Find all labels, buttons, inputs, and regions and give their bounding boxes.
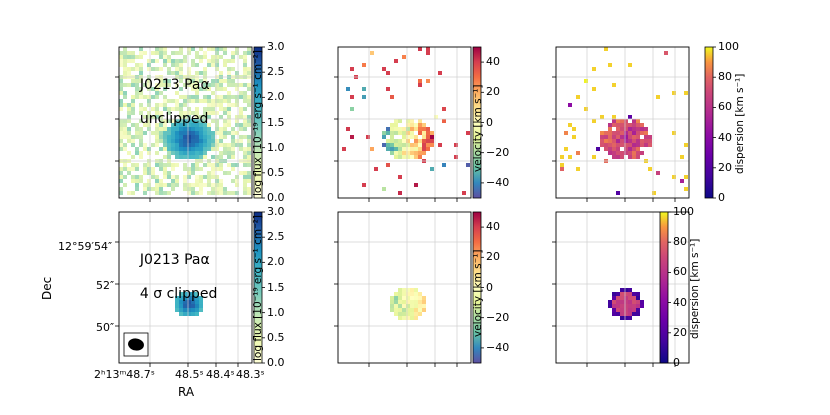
cb-label-flux-row1: log flux [10⁻¹⁹ erg s⁻¹ cm⁻²] [252, 50, 264, 196]
colorbar-tick-label: 60 [673, 265, 687, 279]
colorbar-tick-label: 3.0 [267, 40, 285, 53]
colorbar-velocity-row1 [472, 46, 484, 199]
colorbar-tick-label: 0 [673, 356, 680, 369]
map-panel-disp-row1 [552, 46, 690, 202]
colorbar-gradient [704, 46, 714, 199]
axis-ticks [552, 76, 676, 202]
colorbar-tick-label: 40 [486, 55, 500, 69]
colorbar-tick-label: 0 [718, 191, 725, 204]
colorbar-dispersion-row1 [704, 46, 716, 199]
map-panel-flux-row1 [115, 46, 253, 202]
grid-lines [556, 47, 689, 198]
panel-frame [118, 211, 253, 364]
colorbar-tick-label: 1.5 [267, 115, 285, 129]
colorbar-tick-label: 2.0 [267, 90, 285, 104]
grid-lines [119, 212, 252, 363]
colorbar-tick-label: 1.0 [267, 140, 285, 154]
cb-label-disp-row1: dispersion [km s⁻¹] [734, 73, 746, 174]
colorbar-tick-label: 0.5 [267, 330, 285, 344]
panel-frame [118, 46, 253, 199]
grid-lines [338, 47, 471, 198]
colorbar-tick-label: −20 [486, 145, 510, 159]
map-panel-vel-row2 [334, 211, 472, 367]
pixel-map [342, 47, 470, 195]
grid-lines [119, 47, 252, 198]
colorbar-gradient [659, 211, 669, 364]
axis-ticks [115, 241, 239, 367]
colorbar-tick-label: 1.0 [267, 305, 285, 319]
colorbar-tick-label: 20 [673, 325, 687, 339]
dec-tick-1: 52″ [96, 279, 115, 292]
colorbar-tick-label: 0 [486, 280, 493, 294]
colorbar-tick-label: 40 [718, 130, 732, 144]
colorbar-tick-label: 2.0 [267, 255, 285, 269]
row1-mode-label: unclipped [139, 111, 209, 127]
panel-frame [337, 46, 472, 199]
colorbar-tick-label: 2.5 [267, 230, 285, 244]
panel-frame [555, 46, 690, 199]
colorbar-tick-label: −40 [486, 175, 510, 189]
panel-background [338, 47, 471, 198]
colorbar-tick-label: 0.0 [267, 191, 285, 204]
row2-mode-label: 4 σ clipped [139, 286, 218, 302]
row1-source-label: J0213 Paα [139, 77, 210, 93]
colorbar-tick-label: 100 [673, 205, 694, 218]
beam-indicator [123, 332, 149, 357]
pixel-map [175, 292, 203, 316]
pixel-map [560, 47, 688, 195]
colorbar-tick-label: 80 [718, 70, 732, 84]
colorbar-tick-label: 60 [718, 100, 732, 114]
pixel-map [390, 288, 426, 320]
axis-ticks [334, 76, 458, 202]
colorbar-tick-label: 2.5 [267, 65, 285, 79]
panel-title-row1: J0213 Paα unclipped [131, 60, 210, 128]
colorbar-tick-label: −40 [486, 340, 510, 354]
axis-ticks [552, 241, 676, 367]
colorbar-tick-label: 40 [673, 295, 687, 309]
colorbar-tick-label: 20 [486, 250, 500, 264]
panel-frame [337, 211, 472, 364]
pixel-map [608, 288, 644, 320]
colorbar-flux-row1 [253, 46, 265, 199]
row2-source-label: J0213 Paα [139, 252, 210, 268]
ra-tick-3: 48.3ˢ [236, 368, 265, 381]
ra-tick-2: 48.4ˢ [206, 368, 235, 381]
ra-tick-1: 48.5ˢ [175, 368, 204, 381]
colorbar-tick-label: −20 [486, 310, 510, 324]
dec-tick-0: 12°59′54″ [58, 240, 113, 253]
colorbar-flux-row2 [253, 211, 265, 364]
colorbar-velocity-row2 [472, 211, 484, 364]
cb-label-disp-row2: dispersion [km s⁻¹] [689, 238, 701, 339]
colorbar-tick-label: 20 [718, 160, 732, 174]
cb-label-vel-row2: velocity [km s⁻¹] [472, 249, 484, 337]
dec-tick-2: 50″ [96, 321, 115, 334]
colorbar-tick-label: 0.0 [267, 356, 285, 369]
x-axis-label: RA [178, 385, 195, 399]
cb-label-vel-row1: velocity [km s⁻¹] [472, 84, 484, 172]
colorbar-tick-label: 1.5 [267, 280, 285, 294]
panel-frame [555, 211, 690, 364]
colorbar-tick-label: 100 [718, 40, 739, 53]
ra-tick-0: 2ʰ13ᵐ48.7ˢ [94, 368, 155, 381]
beam-ellipse [128, 338, 144, 351]
panel-title-row2: J0213 Paα 4 σ clipped [131, 235, 217, 303]
grid-lines [338, 212, 471, 363]
colorbar-tick-label: 3.0 [267, 205, 285, 218]
colorbar-tick-label: 0 [486, 115, 493, 129]
map-panel-vel-row1 [334, 46, 472, 202]
colorbar-tick-label: 0.5 [267, 165, 285, 179]
colorbar-tick-label: 40 [486, 220, 500, 234]
panel-background [338, 212, 471, 363]
map-panel-disp-row2 [552, 211, 690, 367]
colorbar-tick-label: 20 [486, 85, 500, 99]
panel-background [556, 212, 689, 363]
colorbar-tick-label: 80 [673, 235, 687, 249]
colorbar-dispersion-row2 [659, 211, 671, 364]
pixel-map [119, 47, 251, 195]
y-axis-label: Dec [40, 276, 54, 300]
axis-ticks [115, 76, 239, 202]
axis-ticks [334, 241, 458, 367]
cb-label-flux-row2: log flux [10⁻¹⁹ erg s⁻¹ cm⁻²] [252, 215, 264, 361]
